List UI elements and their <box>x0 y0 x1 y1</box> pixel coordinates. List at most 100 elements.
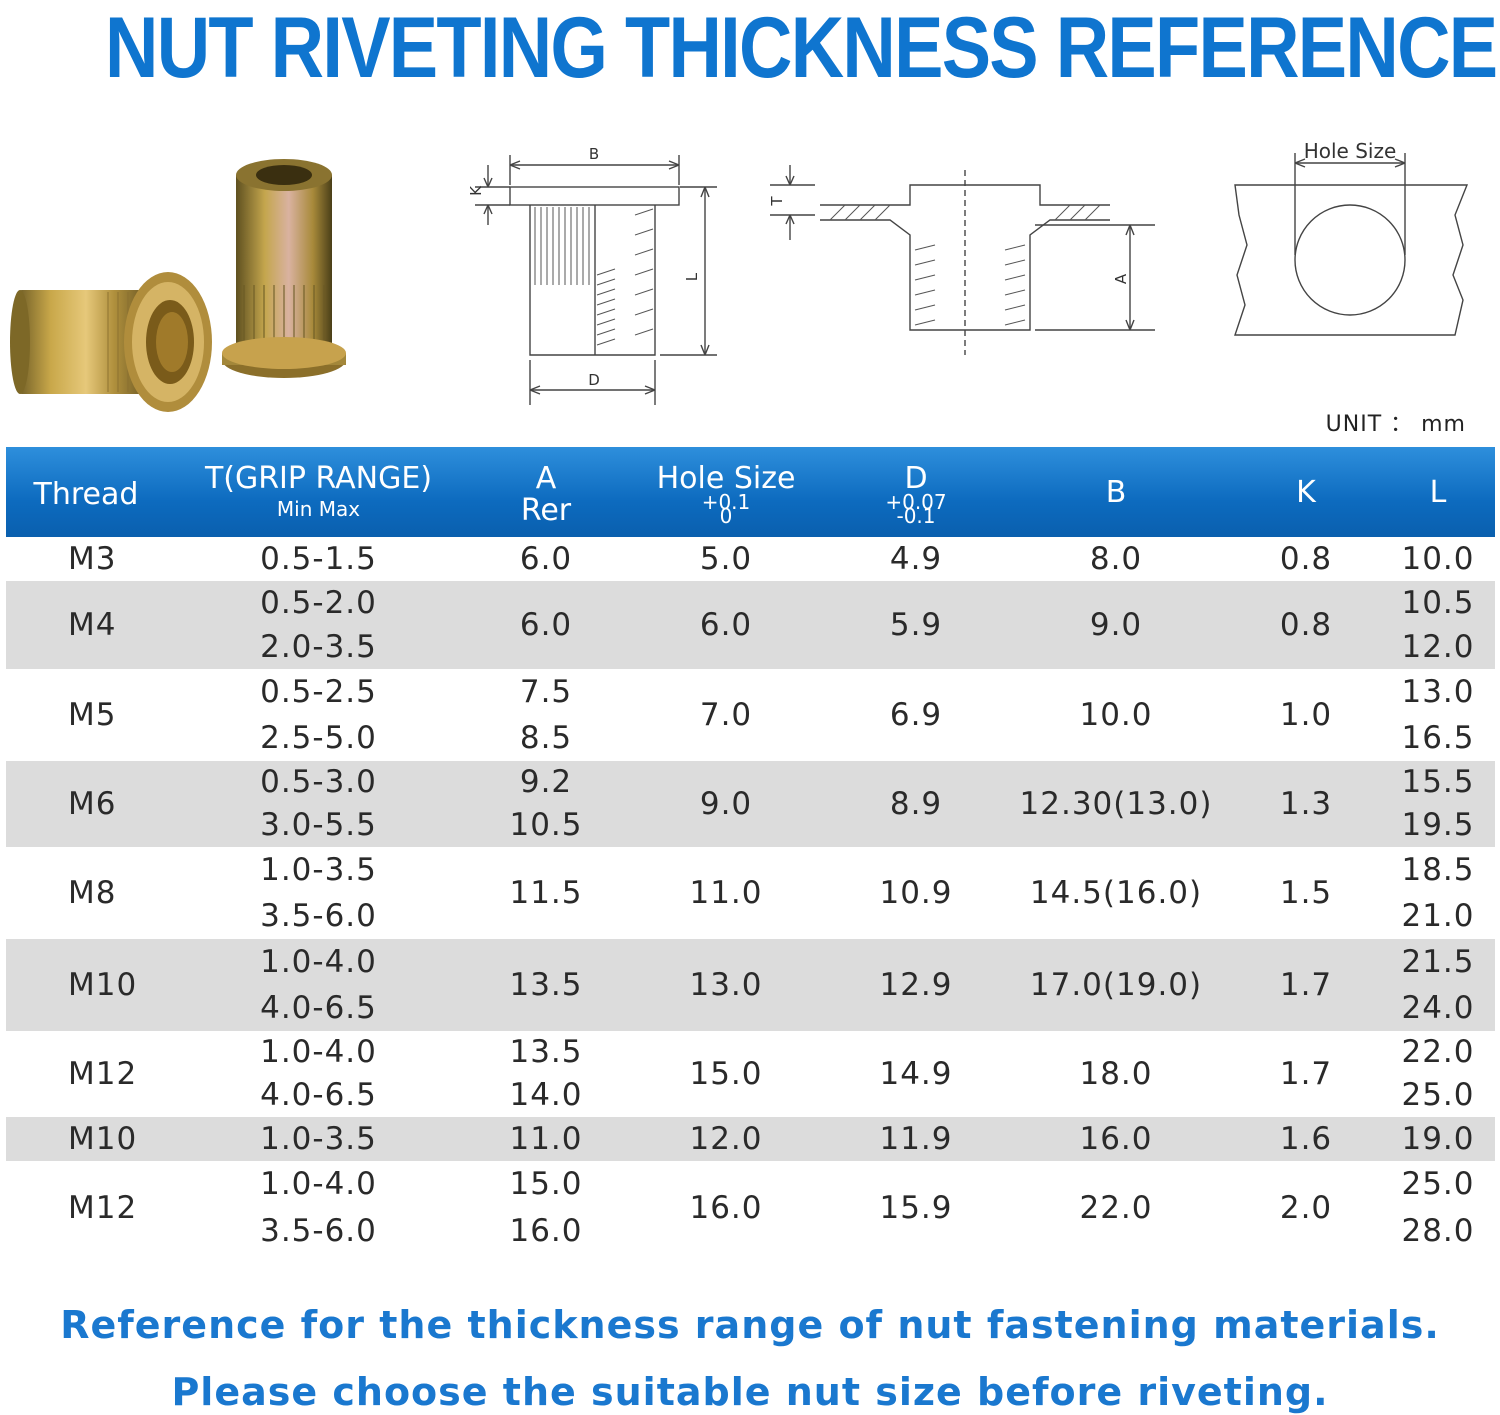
dim-label-d: D <box>588 371 600 389</box>
cell-value: 1.7 <box>1279 967 1333 1003</box>
cell-value: 9.0 <box>699 786 753 822</box>
cell-value: 1.7 <box>1279 1056 1333 1092</box>
cell-thread: M4 <box>6 581 166 669</box>
cell-k: 1.0 <box>1231 669 1381 761</box>
cell-value: 11.0 <box>509 1121 583 1157</box>
cell-k: 1.3 <box>1231 761 1381 847</box>
cell-b: 8.0 <box>1001 537 1231 581</box>
cell-k: 0.8 <box>1231 537 1381 581</box>
cell-value: 4.0-6.5 <box>260 990 377 1026</box>
cell-value: 3.5-6.0 <box>260 1213 377 1249</box>
cell-grip: 1.0-4.0 4.0-6.5 <box>166 1031 471 1117</box>
cell-value: 17.0(19.0) <box>1029 967 1203 1003</box>
cell-value: M8 <box>68 875 117 911</box>
cell-value: 18.0 <box>1079 1056 1153 1092</box>
cell-value: 6.0 <box>699 607 753 643</box>
cell-value: 8.9 <box>889 786 943 822</box>
header-grip-range: T(GRIP RANGE) Min Max <box>204 461 433 521</box>
table-row: M5 0.5-2.5 2.5-5.0 7.5 8.5 7.0 6.9 10.0 1.0 13.0 1… <box>6 669 1495 761</box>
cell-value: 14.9 <box>879 1056 953 1092</box>
cell-l: 18.5 21.0 <box>1381 847 1495 939</box>
cell-value: 12.0 <box>1401 629 1475 665</box>
cell-value: 1.3 <box>1279 786 1333 822</box>
cell-d: 4.9 <box>831 537 1001 581</box>
cell-value: M4 <box>68 607 117 643</box>
cell-value: 12.9 <box>879 967 953 1003</box>
cell-value: 14.5(16.0) <box>1029 875 1203 911</box>
cell-value: M10 <box>68 1121 138 1157</box>
cell-a: 7.5 8.5 <box>471 669 621 761</box>
hole-size-label: Hole Size <box>1304 139 1397 163</box>
cell-value: 16.0 <box>1079 1121 1153 1157</box>
cell-value: 10.5 <box>509 807 583 843</box>
cell-value: 16.5 <box>1401 720 1475 756</box>
cell-a: 13.5 14.0 <box>471 1031 621 1117</box>
cell-thread: M10 <box>6 1117 166 1161</box>
header-l: L <box>1429 475 1447 510</box>
cell-hole: 6.0 <box>621 581 831 669</box>
cell-k: 1.5 <box>1231 847 1381 939</box>
cell-value: 12.30(13.0) <box>1019 786 1213 822</box>
dim-label-t: T <box>768 196 786 207</box>
cell-a: 6.0 <box>471 581 621 669</box>
cell-value: 1.0-3.5 <box>260 1121 377 1157</box>
cell-l: 19.0 <box>1381 1117 1495 1161</box>
cell-value: 8.5 <box>519 720 573 756</box>
cell-thread: M6 <box>6 761 166 847</box>
cell-hole: 16.0 <box>621 1161 831 1255</box>
cell-hole: 13.0 <box>621 939 831 1031</box>
cell-value: 3.5-6.0 <box>260 898 377 934</box>
cell-value: 15.5 <box>1401 764 1475 800</box>
header-hole-size: Hole Size +0.1 0 <box>656 461 796 528</box>
footer-line-2: Please choose the suitable nut size befo… <box>171 1370 1329 1414</box>
table-row: M12 1.0-4.0 3.5-6.0 15.0 16.0 16.0 15.9 22.0 2.0… <box>6 1161 1495 1255</box>
cell-value: 0.5-2.0 <box>260 585 377 621</box>
cell-value: 15.9 <box>879 1190 953 1226</box>
cell-value: 1.0-3.5 <box>260 852 377 888</box>
cell-a: 6.0 <box>471 537 621 581</box>
cell-value: 0.8 <box>1279 541 1333 577</box>
dim-label-l: L <box>683 272 701 281</box>
page-title: NUT RIVETING THICKNESS REFERENCE <box>105 0 1498 96</box>
cell-d: 6.9 <box>831 669 1001 761</box>
dimension-drawing-nut: B K L D <box>467 145 717 405</box>
cell-b: 9.0 <box>1001 581 1231 669</box>
cell-value: 24.0 <box>1401 990 1475 1026</box>
dim-label-b: B <box>589 145 599 163</box>
dim-label-a: A <box>1112 273 1130 284</box>
header-d: D +0.07 -0.1 <box>885 461 947 528</box>
cell-a: 9.2 10.5 <box>471 761 621 847</box>
cell-value: 13.0 <box>1401 674 1475 710</box>
header-thread: Thread <box>33 477 139 512</box>
cell-b: 17.0(19.0) <box>1001 939 1231 1031</box>
cell-a: 11.0 <box>471 1117 621 1161</box>
cell-a: 11.5 <box>471 847 621 939</box>
cell-hole: 15.0 <box>621 1031 831 1117</box>
cell-value: 11.9 <box>879 1121 953 1157</box>
cell-hole: 5.0 <box>621 537 831 581</box>
cell-grip: 0.5-1.5 <box>166 537 471 581</box>
unit-label: UNIT ： mm <box>1325 412 1466 437</box>
cell-value: 0.5-3.0 <box>260 764 377 800</box>
cell-value: 1.5 <box>1279 875 1333 911</box>
cell-d: 15.9 <box>831 1161 1001 1255</box>
cell-value: 11.5 <box>509 875 583 911</box>
cell-grip: 1.0-4.0 4.0-6.5 <box>166 939 471 1031</box>
cell-value: 1.0-4.0 <box>260 1034 377 1070</box>
header-b: B <box>1105 475 1127 510</box>
cell-d: 8.9 <box>831 761 1001 847</box>
table-row: M3 0.5-1.5 6.0 5.0 4.9 8.0 0.8 10.0 <box>6 537 1495 581</box>
cell-hole: 7.0 <box>621 669 831 761</box>
cell-value: 0.8 <box>1279 607 1333 643</box>
cell-a: 15.0 16.0 <box>471 1161 621 1255</box>
cell-value: 2.0 <box>1279 1190 1333 1226</box>
cell-value: M10 <box>68 967 138 1003</box>
spec-table: Thread T(GRIP RANGE) Min Max A Rer Hole … <box>6 447 1495 1265</box>
table-header: Thread T(GRIP RANGE) Min Max A Rer Hole … <box>6 447 1495 537</box>
cell-a: 13.5 <box>471 939 621 1031</box>
hole-size-drawing: Hole Size <box>1234 139 1469 336</box>
cell-k: 1.6 <box>1231 1117 1381 1161</box>
table-row: M10 1.0-4.0 4.0-6.5 13.5 13.0 12.9 17.0(19.0) 1… <box>6 939 1495 1031</box>
cell-value: 3.0-5.5 <box>260 807 377 843</box>
cell-value: 14.0 <box>509 1077 583 1113</box>
